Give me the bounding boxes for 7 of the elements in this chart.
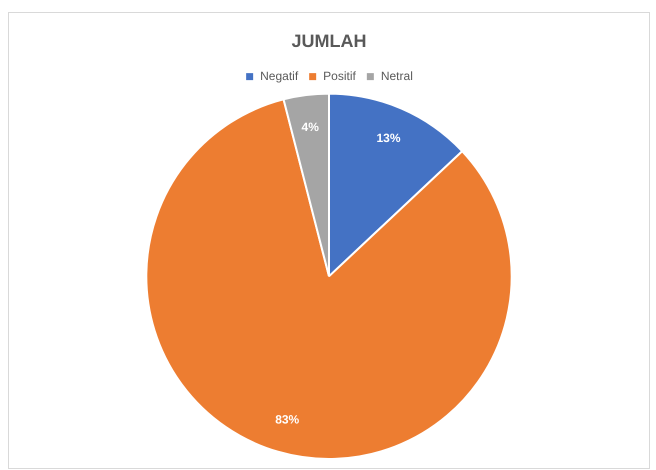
legend-label: Positif — [323, 68, 357, 83]
legend-label: Netral — [380, 68, 413, 83]
data-label: 4% — [302, 120, 320, 134]
legend-label: Negatif — [260, 68, 299, 83]
data-label: 13% — [376, 131, 401, 146]
chart-title: JUMLAH — [292, 30, 366, 51]
data-label: 83% — [275, 412, 300, 426]
